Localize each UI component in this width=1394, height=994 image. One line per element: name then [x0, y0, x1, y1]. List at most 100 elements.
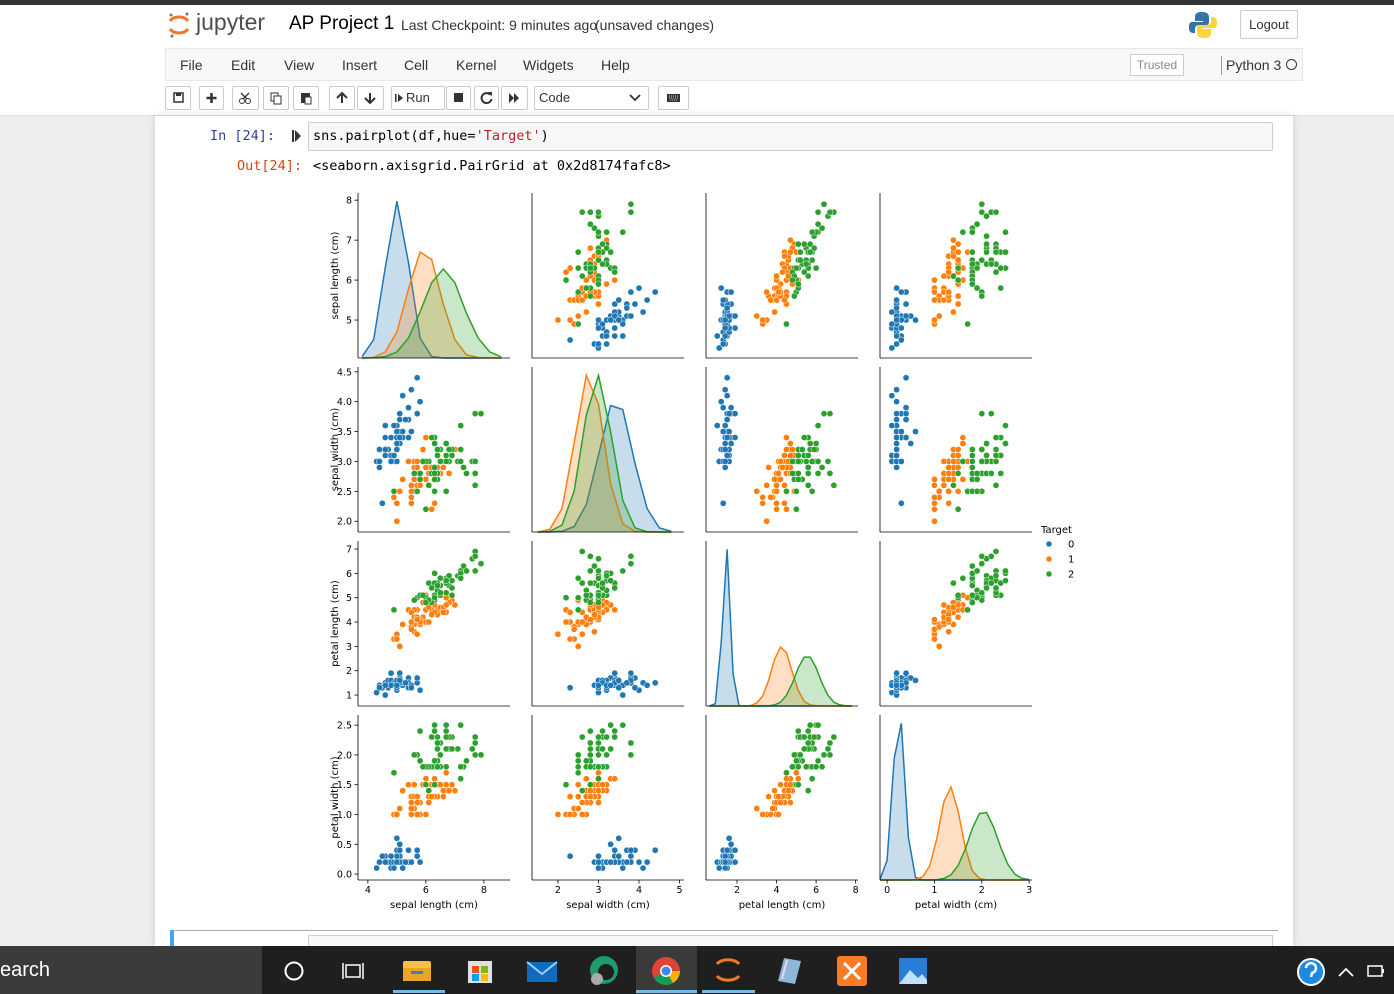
mail-icon[interactable]: [526, 961, 558, 982]
copy-button[interactable]: [263, 86, 289, 110]
move-down-button[interactable]: [357, 86, 384, 110]
output-prompt: Out[24]:: [237, 158, 303, 174]
next-cell[interactable]: [174, 930, 1278, 946]
scatter-point: [619, 691, 627, 699]
scatter-point: [954, 256, 962, 264]
search-box[interactable]: [0, 946, 262, 994]
help-icon[interactable]: [1297, 958, 1325, 986]
battery-icon[interactable]: [1367, 965, 1384, 977]
notepad-icon[interactable]: [778, 958, 801, 984]
scatter-point: [759, 811, 767, 818]
scatter-point: [731, 434, 739, 441]
cut-button[interactable]: [232, 86, 259, 110]
cortana-icon[interactable]: [284, 961, 304, 981]
tray-expand[interactable]: [1338, 967, 1354, 977]
jupyter-app-icon[interactable]: [715, 958, 741, 982]
kde-area: [709, 549, 852, 706]
scatter-point: [787, 248, 794, 256]
scatter-point: [1002, 567, 1009, 575]
trusted-indicator[interactable]: Trusted: [1130, 54, 1184, 76]
scatter-point: [794, 470, 802, 477]
logout-button[interactable]: Logout: [1240, 10, 1298, 39]
scatter-point: [814, 422, 822, 429]
keyboard-button[interactable]: [658, 86, 689, 110]
explorer-icon[interactable]: [403, 961, 431, 981]
scatter-point: [792, 487, 800, 495]
scatter-point: [723, 304, 731, 312]
scatter-point: [587, 781, 594, 789]
scatter-point: [893, 316, 900, 324]
scatter-point: [787, 781, 794, 789]
add-cell-button[interactable]: [199, 86, 224, 110]
menu-item[interactable]: Kernel: [456, 57, 497, 73]
scatter-point: [410, 781, 418, 789]
scatter-point: [973, 567, 981, 575]
task-view-icon[interactable]: [342, 963, 364, 979]
scatter-point: [381, 691, 389, 699]
scatter-point: [428, 793, 436, 800]
restart-button[interactable]: [474, 86, 499, 110]
scatter-point: [442, 721, 450, 729]
chrome-icon[interactable]: [652, 957, 680, 985]
scatter-point: [587, 793, 594, 800]
scatter-point: [992, 572, 1000, 580]
scatter-point: [888, 308, 896, 316]
kde-line: [362, 267, 502, 359]
y-tick-label: 5: [346, 316, 352, 327]
menu-item[interactable]: File: [180, 57, 203, 73]
restart-run-all-button[interactable]: [501, 86, 528, 110]
move-up-button[interactable]: [329, 86, 355, 110]
scatter-point: [595, 799, 602, 806]
store-icon[interactable]: [468, 961, 492, 983]
edge-icon[interactable]: [590, 956, 618, 985]
stop-button[interactable]: [446, 86, 471, 110]
kde-area: [537, 405, 672, 532]
code-input[interactable]: [308, 122, 1273, 151]
menu-item[interactable]: Insert: [342, 57, 378, 73]
cell-type-select[interactable]: Code: [534, 86, 649, 110]
y-tick-label: 2: [346, 666, 352, 677]
scatter-point: [413, 487, 421, 495]
scatter-point: [897, 499, 905, 507]
scatter-point: [935, 312, 943, 320]
icon: [629, 94, 641, 102]
scatter-point: [408, 811, 415, 818]
scatter-point: [893, 681, 900, 689]
xampp-icon[interactable]: [837, 956, 867, 986]
scatter-point: [416, 482, 424, 489]
cell-selection-bar: [170, 930, 174, 946]
scatter-point: [767, 493, 774, 501]
menu-item[interactable]: View: [284, 57, 315, 73]
scatter-point: [408, 428, 415, 435]
run-cell-icon[interactable]: [291, 129, 303, 143]
scatter-point: [387, 852, 395, 860]
scatter-point: [595, 324, 602, 332]
menu-item[interactable]: Widgets: [523, 57, 574, 73]
menu-item[interactable]: Edit: [231, 57, 256, 73]
scatter-point: [773, 505, 780, 513]
scatter-point: [987, 260, 995, 268]
scatter-point: [611, 312, 619, 320]
scatter-point: [587, 751, 594, 759]
scatter-point: [814, 220, 822, 228]
photos-icon[interactable]: [899, 958, 927, 984]
save-button[interactable]: [165, 86, 191, 110]
run-button[interactable]: Run: [391, 86, 445, 110]
menu-item[interactable]: Cell: [404, 57, 429, 73]
paste-button[interactable]: [293, 86, 319, 110]
next-cell-input[interactable]: [308, 935, 1273, 946]
notebook-title[interactable]: AP Project 1: [289, 13, 395, 34]
kde-area: [709, 647, 852, 706]
scatter-point: [968, 599, 976, 606]
scatter-point: [893, 304, 900, 312]
scatter-point: [731, 410, 739, 417]
scatter-point: [893, 410, 900, 417]
scatter-point: [619, 228, 627, 236]
y-tick-label: 2.5: [337, 487, 352, 498]
scatter-point: [912, 677, 919, 684]
scatter-point: [595, 763, 602, 771]
scatter-point: [888, 422, 896, 429]
scatter-point: [393, 517, 401, 525]
menu-item[interactable]: Help: [601, 57, 630, 73]
scatter-point: [992, 482, 1000, 489]
